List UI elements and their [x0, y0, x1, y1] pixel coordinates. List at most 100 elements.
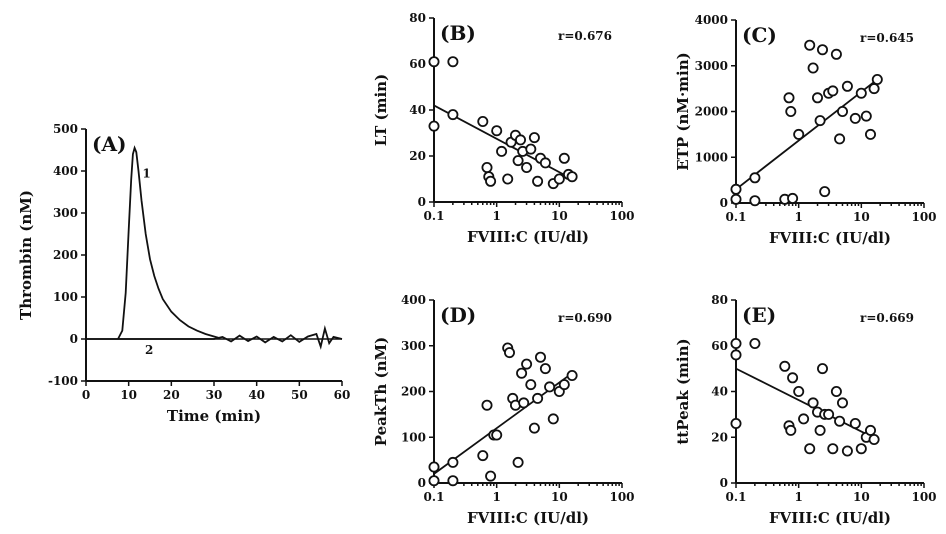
x-tick-label: 1 [794, 210, 802, 224]
y-tick-label: 0 [720, 476, 728, 490]
data-point [512, 456, 524, 468]
data-point [428, 475, 440, 487]
data-point [539, 363, 551, 375]
data-point [515, 134, 527, 146]
data-point [834, 133, 846, 145]
x-tick-label: 30 [206, 388, 223, 402]
data-point [871, 74, 883, 86]
r-value-label: r=0.690 [558, 311, 612, 325]
data-point [491, 429, 503, 441]
y-tick-label: 0 [720, 196, 728, 210]
r-value-label: r=0.645 [860, 31, 914, 45]
data-point [447, 109, 459, 121]
x-tick-label: 100 [609, 209, 634, 223]
y-tick-label: 2000 [695, 105, 728, 119]
data-point [823, 408, 835, 420]
y-tick-label: -100 [48, 374, 78, 388]
x-tick-label: 60 [334, 388, 351, 402]
data-point [819, 186, 831, 198]
data-point [547, 413, 559, 425]
data-point [503, 347, 515, 359]
data-point [849, 112, 861, 124]
y-tick-label: 20 [711, 430, 728, 444]
data-point [830, 385, 842, 397]
data-point [447, 475, 459, 487]
data-point [481, 161, 493, 173]
data-point [558, 152, 570, 164]
data-point [730, 193, 742, 205]
data-point [477, 116, 489, 128]
data-point [566, 171, 578, 183]
series-line-2 [86, 324, 343, 350]
r-value-label: r=0.676 [558, 29, 612, 43]
y-tick-label: 60 [711, 339, 728, 353]
regression-line [735, 78, 878, 190]
panel-a: -100 0 100 200 300 400 500 0 10 20 30 40 50 60 Time (m… [17, 122, 350, 425]
data-point [502, 173, 514, 185]
x-tick-label: 100 [911, 210, 936, 224]
data-point [783, 92, 795, 104]
x-tick-label: 1 [492, 209, 500, 223]
data-point [798, 413, 810, 425]
x-tick-label: 100 [911, 490, 936, 504]
x-tick-label: 40 [248, 388, 265, 402]
x-tick-label: 10 [551, 209, 568, 223]
panel-label: (D) [440, 303, 476, 327]
y-tick-label: 100 [401, 430, 426, 444]
x-tick-label: 10 [551, 490, 568, 504]
r-value-label: r=0.669 [860, 311, 914, 325]
data-point [793, 385, 805, 397]
series-label: 1 [142, 166, 150, 180]
panel-label: (E) [742, 303, 776, 327]
data-point [485, 470, 497, 482]
data-point [730, 349, 742, 361]
x-axis-label: FVIII:C (IU/dl) [467, 228, 589, 246]
y-axis-label: Thrombin (nM) [17, 190, 35, 320]
data-point [787, 192, 799, 204]
data-point [804, 443, 816, 455]
y-axis-label: ttPeak (min) [674, 338, 692, 444]
data-point [804, 39, 816, 51]
data-point [779, 360, 791, 372]
x-tick-label: 0 [82, 388, 90, 402]
y-tick-label: 40 [711, 385, 728, 399]
data-point [553, 173, 565, 185]
data-point [496, 145, 508, 157]
data-point [855, 443, 867, 455]
x-tick-label: 10 [853, 210, 870, 224]
x-tick-label: 100 [609, 490, 634, 504]
data-point [793, 128, 805, 140]
y-tick-label: 20 [409, 149, 426, 163]
data-point [827, 443, 839, 455]
y-tick-label: 80 [409, 11, 426, 25]
data-point [566, 369, 578, 381]
data-point [868, 83, 880, 95]
x-axis-label: FVIII:C (IU/dl) [769, 229, 891, 247]
data-point [855, 87, 867, 99]
data-point [827, 85, 839, 97]
panel-b: 0 20 40 60 80 0.1 1 10 100 FVIII:C (IU/dl) LT (min… [372, 11, 635, 246]
x-tick-label: 50 [291, 388, 308, 402]
data-point [785, 106, 797, 118]
series-line-1 [117, 145, 219, 340]
y-tick-label: 300 [53, 206, 78, 220]
data-point [837, 397, 849, 409]
x-axis-label: Time (min) [167, 407, 261, 425]
data-point [849, 417, 861, 429]
data-point [558, 379, 570, 391]
panel-label: (B) [440, 21, 476, 45]
data-point [749, 172, 761, 184]
panel-c: 0 1000 2000 3000 4000 0.1 1 10 100 FVIII:C (IU/dl… [674, 13, 937, 247]
x-tick-label: 0.1 [424, 209, 445, 223]
data-point [868, 433, 880, 445]
y-tick-label: 4000 [695, 13, 728, 27]
x-tick-label: 0.1 [726, 490, 747, 504]
data-point [814, 115, 826, 127]
y-tick-label: 300 [401, 339, 426, 353]
y-tick-label: 40 [409, 103, 426, 117]
data-point [749, 337, 761, 349]
x-axis-label: FVIII:C (IU/dl) [467, 509, 589, 527]
data-point [535, 351, 547, 363]
y-tick-label: 100 [53, 290, 78, 304]
